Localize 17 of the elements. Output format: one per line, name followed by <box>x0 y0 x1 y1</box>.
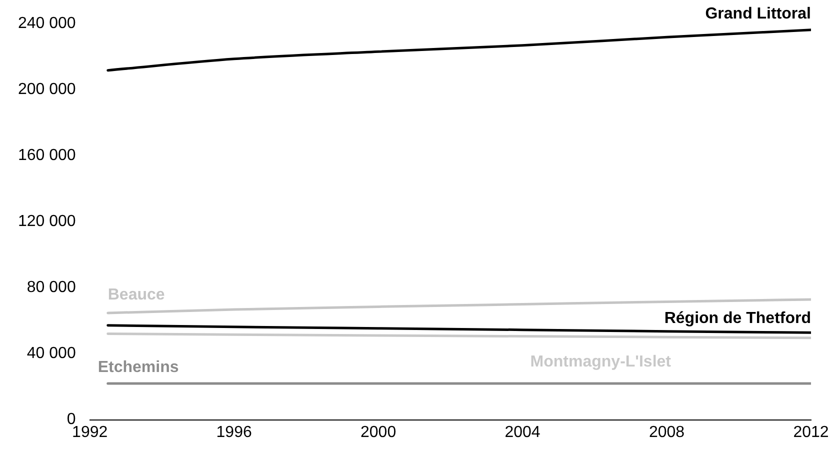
y-tick-label: 80 000 <box>26 279 76 296</box>
series-label: Etchemins <box>98 358 179 376</box>
x-tick-label: 2008 <box>648 424 685 441</box>
series-label: Grand Littoral <box>705 5 811 22</box>
y-tick-label: 40 000 <box>26 345 76 362</box>
x-tick-label: 2004 <box>504 424 540 441</box>
x-tick-label: 1992 <box>72 424 108 441</box>
y-tick-label: 120 000 <box>18 213 76 230</box>
x-tick-label: 2012 <box>793 424 829 441</box>
y-tick-label: 200 000 <box>18 81 76 98</box>
series-label: Région de Thetford <box>664 310 811 328</box>
line-series <box>106 28 811 72</box>
series-label: Beauce <box>108 286 165 304</box>
y-tick-label: 240 000 <box>18 15 76 32</box>
x-tick-label: 2000 <box>360 424 396 441</box>
y-tick-label: 160 000 <box>18 147 76 164</box>
x-tick-label: 1996 <box>216 424 252 441</box>
